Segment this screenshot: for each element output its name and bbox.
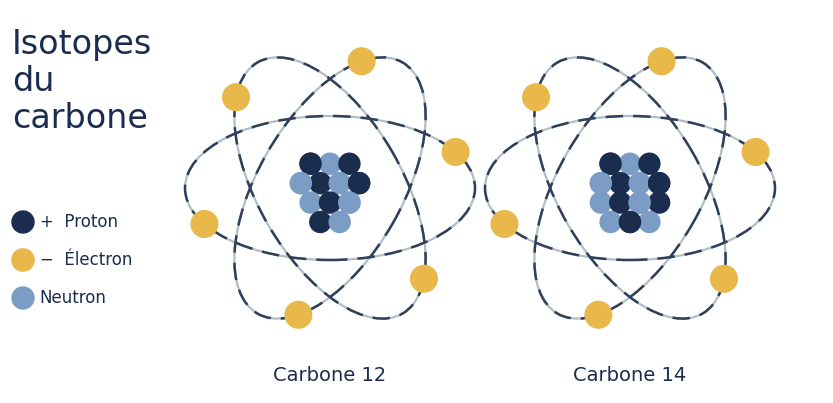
Circle shape [610,172,631,194]
Circle shape [586,302,611,328]
Circle shape [639,212,660,233]
Circle shape [639,153,660,174]
Circle shape [349,172,370,194]
Circle shape [620,212,641,233]
Circle shape [629,172,651,194]
Circle shape [286,302,312,328]
Circle shape [649,172,670,194]
Circle shape [339,192,360,213]
Circle shape [310,172,331,194]
Circle shape [349,172,370,194]
Circle shape [12,249,34,271]
Circle shape [600,153,621,174]
Circle shape [223,84,249,110]
Circle shape [629,192,651,213]
Circle shape [320,192,341,213]
Circle shape [12,211,34,233]
Circle shape [629,192,651,213]
Circle shape [300,153,321,174]
Circle shape [491,211,517,237]
Circle shape [591,192,611,213]
Circle shape [12,287,34,309]
Circle shape [348,48,375,74]
Circle shape [591,172,611,194]
Circle shape [320,153,341,174]
Circle shape [339,153,360,174]
Circle shape [310,212,331,233]
Circle shape [649,48,675,74]
Circle shape [300,192,321,213]
Circle shape [742,139,769,165]
Text: Neutron: Neutron [39,289,107,307]
Circle shape [591,172,611,194]
Circle shape [711,266,737,292]
Circle shape [649,172,670,194]
Circle shape [600,153,621,174]
Circle shape [291,172,312,194]
Circle shape [600,212,621,233]
Circle shape [620,153,641,174]
Circle shape [620,212,641,233]
Text: Carbone 12: Carbone 12 [273,366,387,385]
Text: +  Proton: + Proton [39,213,117,231]
Text: −  Électron: − Électron [39,251,132,269]
Circle shape [329,172,350,194]
Circle shape [291,172,312,194]
Text: Isotopes
du
carbone: Isotopes du carbone [12,28,152,135]
Circle shape [610,192,631,213]
Text: Carbone 14: Carbone 14 [573,366,686,385]
Circle shape [300,153,321,174]
Circle shape [192,211,217,237]
Circle shape [329,212,350,233]
Circle shape [649,192,670,213]
Circle shape [442,139,469,165]
Circle shape [411,266,437,292]
Circle shape [523,84,549,110]
Circle shape [339,192,360,213]
